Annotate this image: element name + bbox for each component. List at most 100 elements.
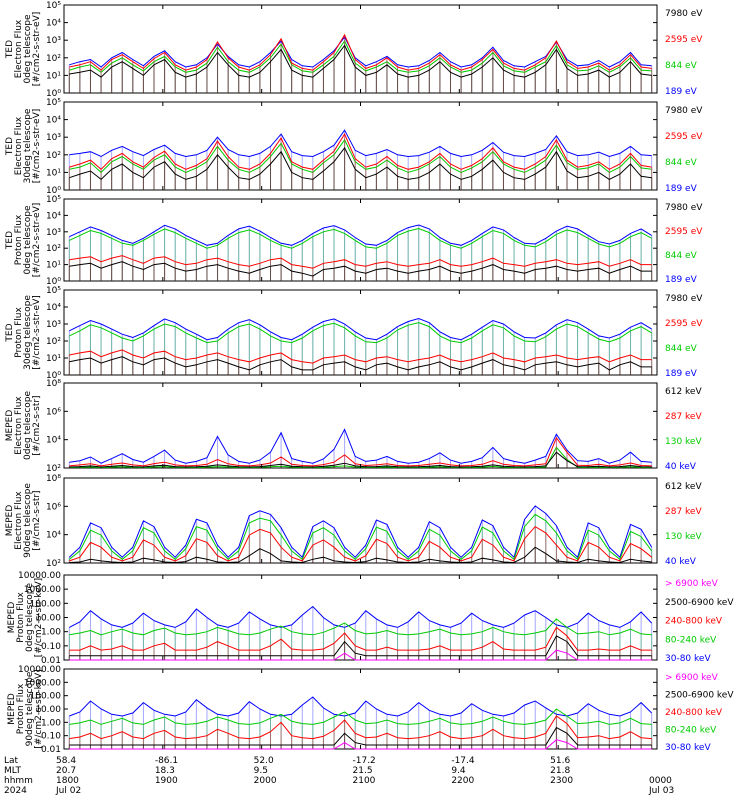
y-tick-label: 10²	[46, 151, 61, 161]
y-tick-label: 10⁶	[46, 502, 61, 512]
y-tick-label: 10³	[46, 320, 61, 330]
legend-entry: 240-800 keV	[665, 617, 723, 627]
y-tick-label: 10⁴	[46, 436, 61, 446]
series-line-7980-ev	[69, 146, 652, 181]
y-axis-label: TED	[5, 137, 15, 156]
footer-value: 52.0	[254, 756, 274, 766]
y-tick-label: 10³	[46, 228, 61, 238]
footer-value: -17.2	[353, 756, 376, 766]
series-line-30-80-kev	[69, 605, 653, 628]
y-tick-label: 10⁵	[46, 98, 61, 108]
y-axis-label: [#/cm2-s-str-keV]	[34, 669, 44, 748]
y-tick-label: 1000.00	[24, 585, 61, 595]
footer-row-label: 2024	[4, 786, 27, 796]
footer-value: 51.6	[550, 756, 570, 766]
series-line-287-kev	[69, 525, 653, 562]
y-tick-label: 10²	[46, 464, 61, 474]
series-line-844-ev	[69, 227, 652, 249]
y-tick-label: 10000.00	[18, 571, 61, 581]
series-line-40-kev	[68, 505, 653, 559]
y-tick-label: 10.00	[35, 705, 61, 715]
legend-entry: 2595 eV	[665, 35, 703, 45]
y-tick-label: 10⁸	[46, 474, 61, 484]
y-axis-label: [#/cm2-s-str-eV]	[32, 109, 42, 184]
y-axis-label: 0deg telescope	[23, 391, 33, 461]
y-axis-label: [#/cm2-s-str-keV]	[34, 578, 44, 657]
y-tick-label: 10²	[46, 337, 61, 347]
legend-entry: 844 eV	[665, 344, 698, 354]
series-line-240-800-kev	[69, 626, 652, 651]
y-tick-label: 10⁶	[46, 407, 61, 417]
legend-entry: 7980 eV	[665, 106, 703, 116]
legend-entry: 612 keV	[665, 387, 702, 397]
series-line-844-ev	[69, 138, 652, 174]
footer-value: 58.4	[56, 756, 76, 766]
y-axis-label: Proton Flux	[14, 307, 24, 358]
legend-entry: 40 keV	[665, 557, 697, 567]
footer-value: -17.4	[451, 756, 475, 766]
y-axis-label: 0deg telescope	[23, 205, 33, 275]
footer-value: Jul 02	[55, 786, 81, 796]
footer-value: 21.5	[353, 766, 373, 776]
footer-row-label: hhmm	[4, 776, 33, 786]
y-tick-label: 10⁴	[46, 116, 61, 126]
y-tick-label: 1.00	[41, 628, 61, 638]
y-tick-label: 0.01	[41, 656, 61, 666]
y-tick-label: 10²	[46, 559, 61, 569]
y-tick-label: 0.10	[41, 732, 61, 742]
y-axis-label: Electron Flux	[14, 491, 24, 550]
footer-row-label: Lat	[4, 756, 19, 766]
footer-value: 2200	[451, 776, 474, 786]
legend-entry: 2500-6900 keV	[665, 598, 734, 608]
legend-entry: 7980 eV	[665, 9, 703, 19]
y-tick-label: 100.00	[30, 599, 62, 609]
y-tick-label: 0.10	[41, 642, 61, 652]
y-tick-label: 10²	[46, 54, 61, 64]
legend-entry: 844 eV	[665, 61, 698, 71]
y-axis-label: MEPED	[5, 410, 15, 442]
y-tick-label: 10⁰	[46, 89, 61, 99]
y-tick-label: 1.00	[41, 718, 61, 728]
y-axis-label: MEPED	[5, 505, 15, 537]
y-tick-label: 10000.00	[18, 665, 61, 675]
y-tick-label: 10.00	[35, 614, 61, 624]
y-tick-label: 10¹	[46, 71, 61, 81]
series-line-7980-ev	[69, 261, 652, 277]
series-line-189-ev	[69, 317, 652, 341]
panel-4: 10⁰ 10¹ 10² 10³ 10⁴ 10⁵ TED Proton Flux 30deg te…	[5, 286, 703, 381]
legend-entry: 844 eV	[665, 251, 698, 261]
footer-value: 2300	[550, 776, 573, 786]
legend-entry: 287 keV	[665, 412, 702, 422]
series-line-2500-6900-kev	[69, 635, 652, 657]
y-tick-label: 10³	[46, 133, 61, 143]
series-line-844-ev	[69, 40, 652, 73]
series-line-2595-ev	[69, 349, 652, 364]
legend-entry: 2595 eV	[665, 132, 703, 142]
y-tick-label: 10¹	[46, 168, 61, 178]
y-tick-label: 0.01	[41, 745, 61, 755]
y-tick-label: 10³	[46, 36, 61, 46]
series-line-7980-ev	[69, 356, 652, 371]
footer-value: Jul 03	[648, 786, 674, 796]
series-line-189-ev	[69, 224, 652, 246]
y-axis-label: 90deg telescope	[25, 671, 35, 746]
legend-entry: 80-240 keV	[665, 635, 717, 645]
series-line-80-240-kev	[69, 618, 652, 636]
legend-entry: 40 keV	[665, 462, 697, 472]
y-axis-label: 30deg telescope	[23, 108, 33, 183]
legend-entry: 7980 eV	[665, 294, 703, 304]
y-axis-label: [#/cm2-s-str-eV]	[32, 12, 42, 87]
y-tick-label: 10⁰	[46, 186, 61, 196]
y-axis-label: 90deg telescope	[23, 483, 33, 558]
y-axis-label: MEPED	[7, 693, 17, 725]
y-axis-label: 30deg telescope	[23, 295, 33, 370]
y-axis-label: Proton Flux	[16, 683, 26, 734]
series-line-7980-ev	[69, 44, 652, 78]
series-line-189-ev	[69, 129, 652, 158]
legend-entry: 2595 eV	[665, 227, 703, 237]
footer-value: 9.5	[254, 766, 268, 776]
series-line-2595-ev	[69, 255, 652, 269]
y-tick-label: 10⁴	[46, 19, 61, 29]
